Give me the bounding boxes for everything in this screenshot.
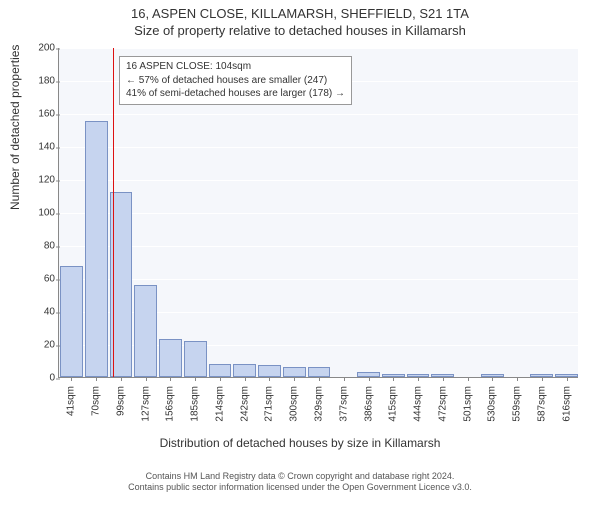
x-tick-mark	[195, 377, 196, 381]
gridline	[59, 147, 578, 148]
x-tick-mark	[294, 377, 295, 381]
x-tick-mark	[170, 377, 171, 381]
bar	[134, 285, 157, 377]
x-tick-mark	[443, 377, 444, 381]
x-tick-mark	[71, 377, 72, 381]
x-tick-mark	[121, 377, 122, 381]
x-tick-mark	[344, 377, 345, 381]
x-tick-mark	[319, 377, 320, 381]
x-tick-mark	[146, 377, 147, 381]
x-tick: 587sqm	[536, 386, 547, 422]
x-tick-mark	[220, 377, 221, 381]
x-tick: 559sqm	[512, 386, 523, 422]
bar	[233, 364, 256, 377]
x-tick: 377sqm	[338, 386, 349, 422]
plot-area: 02040608010012014016018020041sqm70sqm99s…	[58, 48, 578, 378]
chart: 02040608010012014016018020041sqm70sqm99s…	[58, 48, 578, 378]
y-tick: 100	[29, 208, 55, 219]
x-tick-mark	[96, 377, 97, 381]
bar	[159, 339, 182, 377]
gridline	[59, 246, 578, 247]
y-axis-label: Number of detached properties	[8, 45, 22, 210]
annotation-box: 16 ASPEN CLOSE: 104sqm← 57% of detached …	[119, 56, 352, 105]
gridline	[59, 213, 578, 214]
bar	[308, 367, 331, 377]
gridline	[59, 114, 578, 115]
x-tick: 271sqm	[264, 386, 275, 422]
x-tick: 616sqm	[561, 386, 572, 422]
x-tick-mark	[517, 377, 518, 381]
y-tick: 60	[29, 274, 55, 285]
x-tick: 530sqm	[487, 386, 498, 422]
x-tick: 156sqm	[165, 386, 176, 422]
y-tick: 80	[29, 241, 55, 252]
x-tick: 386sqm	[363, 386, 374, 422]
x-axis-label: Distribution of detached houses by size …	[0, 436, 600, 450]
footer-line: Contains HM Land Registry data © Crown c…	[0, 471, 600, 483]
x-tick: 70sqm	[91, 386, 102, 416]
x-tick: 99sqm	[115, 386, 126, 416]
bar	[283, 367, 306, 377]
y-tick: 0	[29, 373, 55, 384]
y-tick: 20	[29, 340, 55, 351]
bar	[60, 266, 83, 377]
x-tick-mark	[542, 377, 543, 381]
annotation-line: ← 57% of detached houses are smaller (24…	[126, 74, 345, 88]
x-tick: 300sqm	[289, 386, 300, 422]
page-title: 16, ASPEN CLOSE, KILLAMARSH, SHEFFIELD, …	[0, 6, 600, 21]
x-tick-mark	[468, 377, 469, 381]
bar	[209, 364, 232, 377]
x-tick-mark	[269, 377, 270, 381]
x-tick-mark	[369, 377, 370, 381]
gridline	[59, 279, 578, 280]
y-tick: 120	[29, 175, 55, 186]
page-subtitle: Size of property relative to detached ho…	[0, 23, 600, 38]
x-tick-mark	[393, 377, 394, 381]
bar	[85, 121, 108, 377]
y-tick: 140	[29, 142, 55, 153]
x-tick-mark	[567, 377, 568, 381]
x-tick: 214sqm	[214, 386, 225, 422]
x-tick: 127sqm	[140, 386, 151, 422]
gridline	[59, 180, 578, 181]
x-tick: 415sqm	[388, 386, 399, 422]
x-tick-mark	[245, 377, 246, 381]
x-tick-mark	[418, 377, 419, 381]
y-tick: 200	[29, 43, 55, 54]
x-tick-mark	[492, 377, 493, 381]
gridline	[59, 48, 578, 49]
y-tick: 160	[29, 109, 55, 120]
footer: Contains HM Land Registry data © Crown c…	[0, 471, 600, 494]
x-tick: 472sqm	[437, 386, 448, 422]
reference-line	[113, 48, 114, 377]
bar	[258, 365, 281, 377]
x-tick: 329sqm	[313, 386, 324, 422]
y-tick: 180	[29, 76, 55, 87]
x-tick: 41sqm	[66, 386, 77, 416]
y-tick: 40	[29, 307, 55, 318]
annotation-line: 41% of semi-detached houses are larger (…	[126, 87, 345, 101]
footer-line: Contains public sector information licen…	[0, 482, 600, 494]
x-tick: 444sqm	[413, 386, 424, 422]
annotation-line: 16 ASPEN CLOSE: 104sqm	[126, 60, 345, 74]
bar	[184, 341, 207, 377]
x-tick: 242sqm	[239, 386, 250, 422]
x-tick: 185sqm	[190, 386, 201, 422]
x-tick: 501sqm	[462, 386, 473, 422]
